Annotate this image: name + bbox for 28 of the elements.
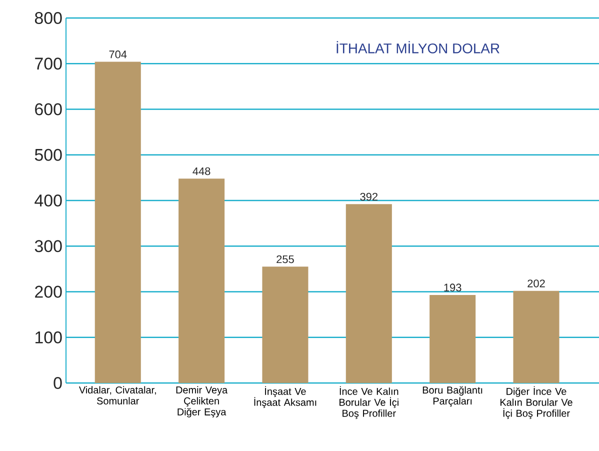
data-label: 202	[528, 280, 545, 288]
data-label: 255	[276, 255, 294, 264]
x-tick-label: Boru Bağlantı Parçaları	[422, 386, 482, 407]
bar	[430, 294, 476, 383]
x-tick-label: İnşaat Ve İnşaat Aksamı	[254, 386, 316, 408]
x-tick-label: Diğer İnce Ve Kalın Borular Ve İçi Boş Profiller	[500, 386, 572, 419]
bar	[94, 62, 141, 383]
y-tick-label: 100	[36, 331, 62, 344]
text: İTHALAT MİLYON DOLAR	[336, 41, 500, 54]
y-tick-label: 0	[54, 377, 62, 389]
data-label: 392	[360, 192, 378, 201]
y-tick-label: 400	[34, 194, 62, 207]
bar	[262, 266, 308, 383]
bar	[346, 204, 392, 383]
x-tick-label: Vidalar, Civatalar, Somunlar	[78, 386, 156, 404]
data-label: 704	[109, 50, 127, 58]
y-tick-label: 300	[34, 240, 62, 252]
x-tick-label: İnce Ve Kalın Borular Ve İçi Boş Profiller	[340, 386, 398, 419]
bar	[513, 290, 560, 383]
y-tick-label: 800	[34, 12, 62, 24]
x-tick-label: Demir Veya Çelikten Diğer Eşya	[176, 386, 228, 418]
data-label: 448	[192, 167, 210, 176]
y-tick-label: 500	[34, 148, 62, 161]
y-tick-label: 200	[35, 286, 62, 298]
y-tick-label: 600	[35, 103, 62, 116]
y-tick-label: 700	[35, 58, 62, 70]
data-label: 193	[444, 284, 462, 292]
bar	[178, 178, 225, 383]
